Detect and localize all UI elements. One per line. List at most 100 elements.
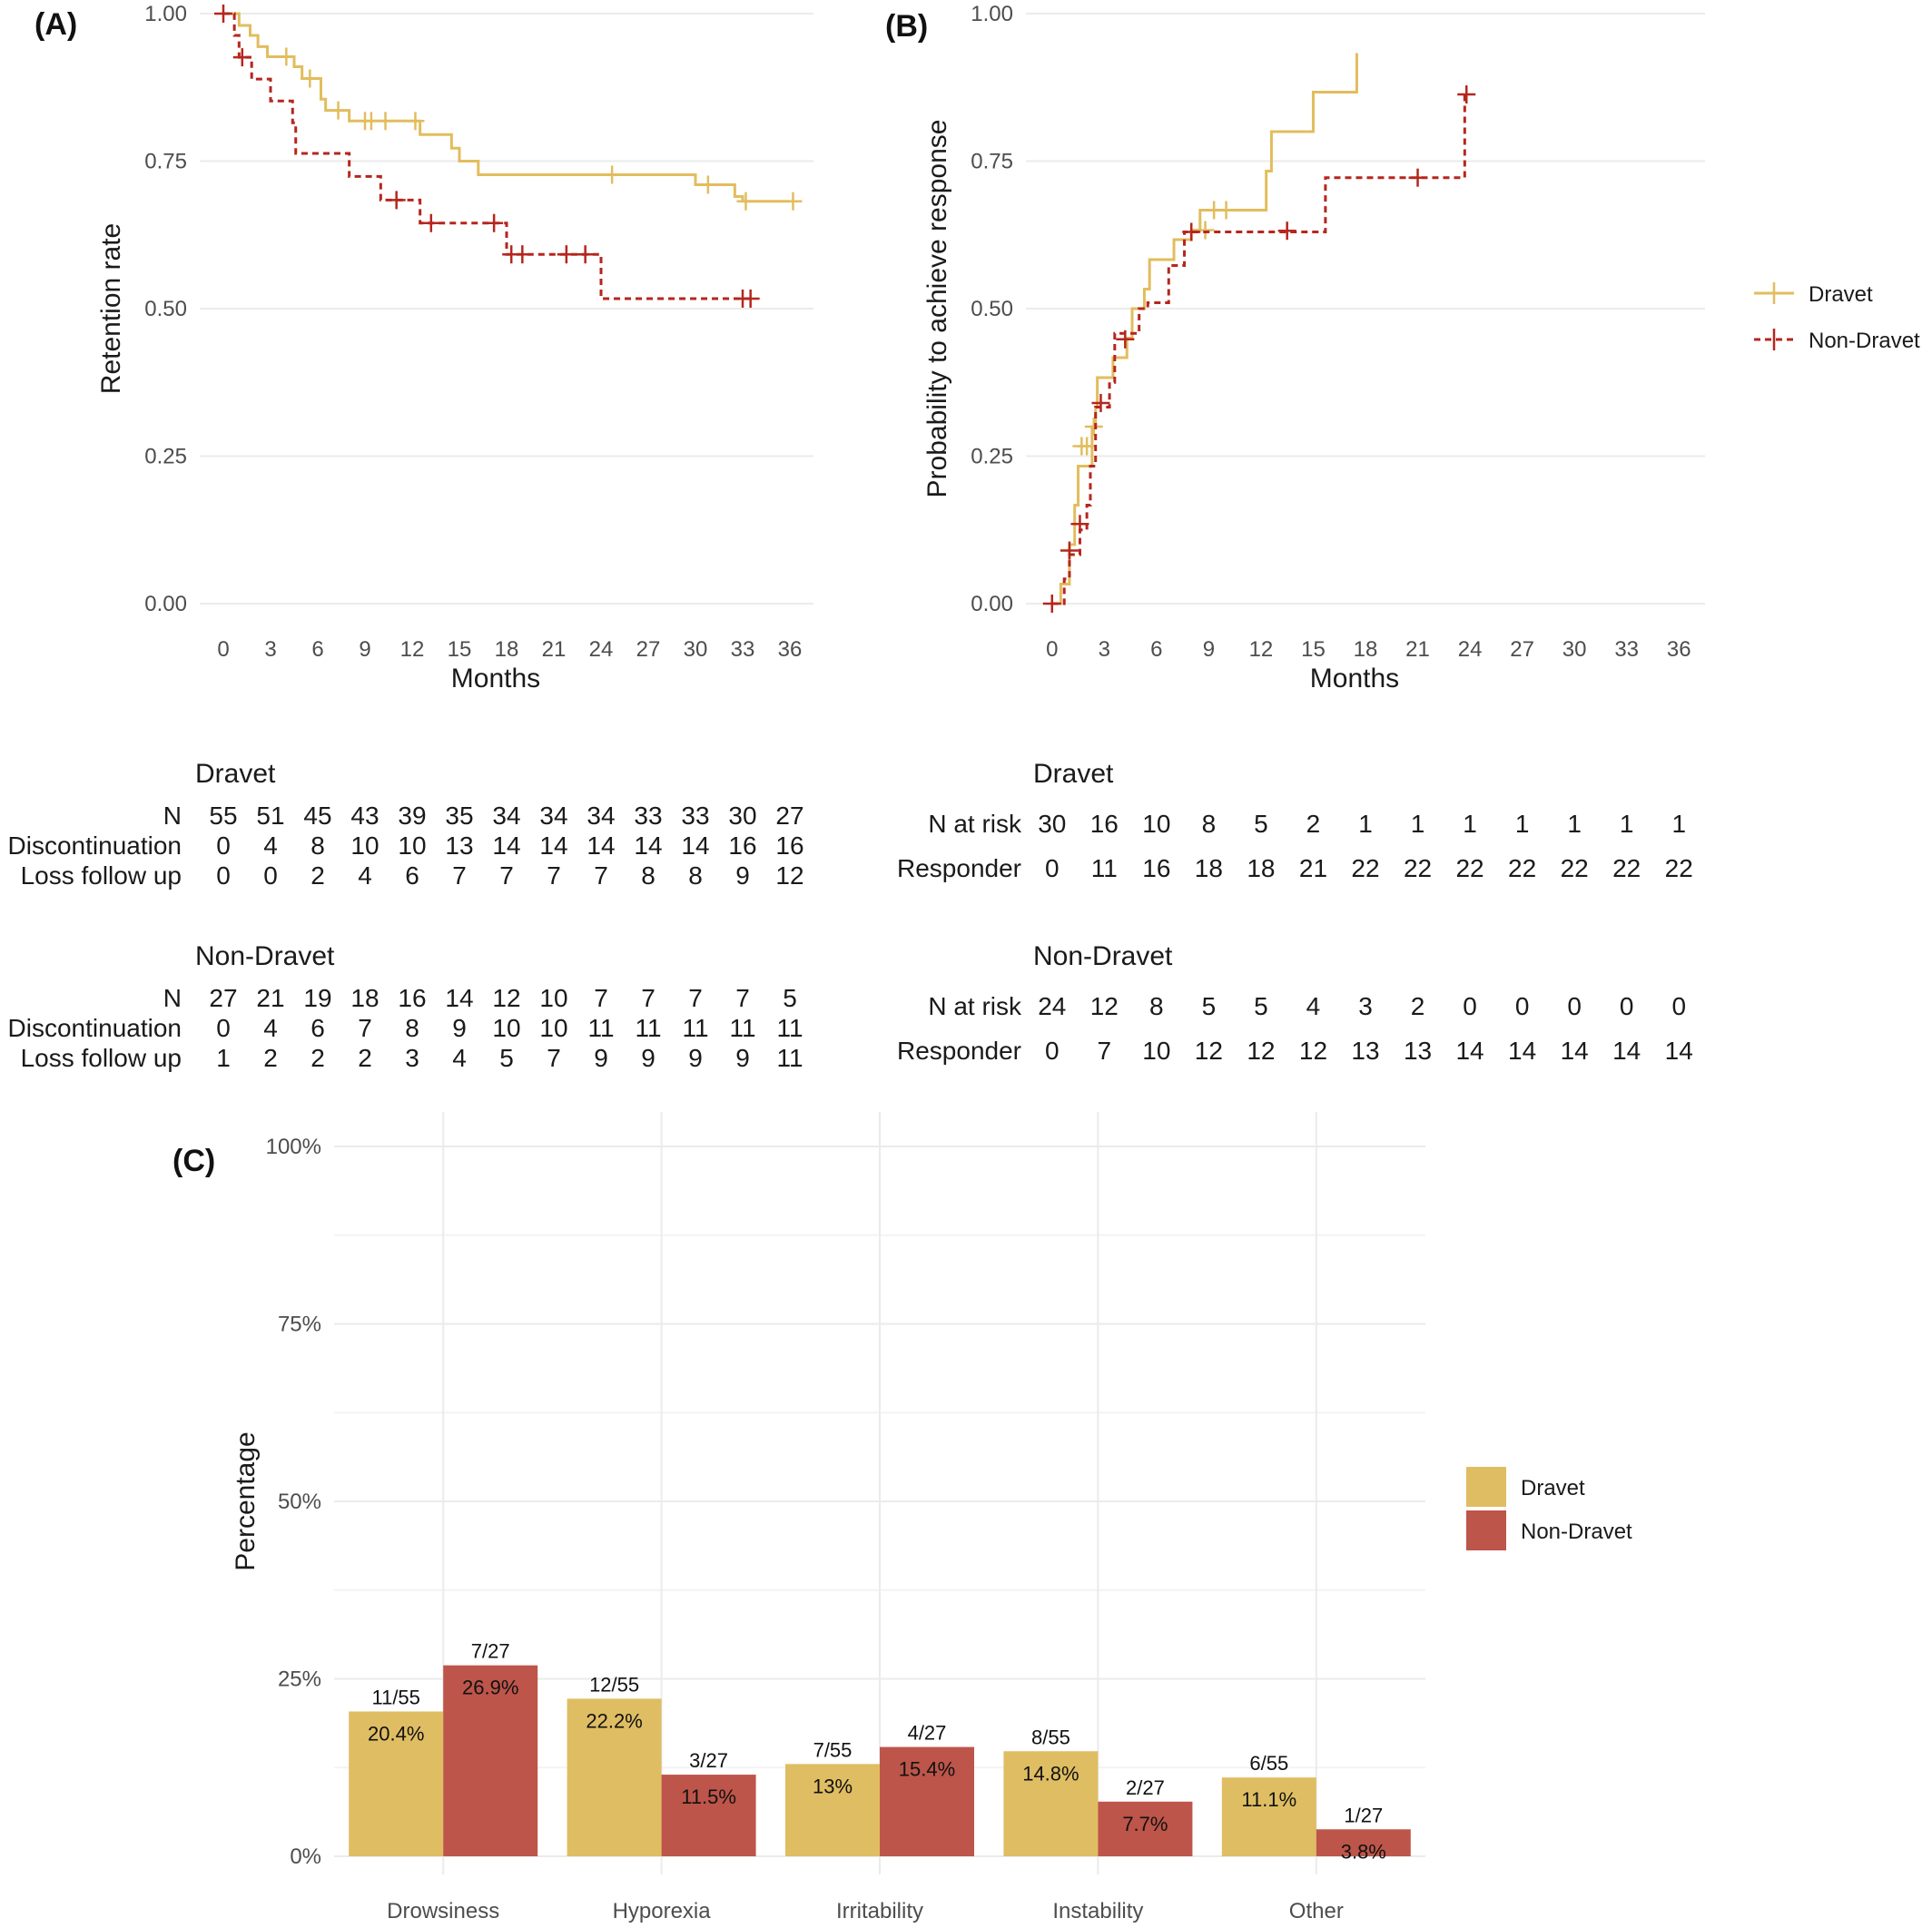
panel-b-censor-mark-non-dravet xyxy=(1182,222,1201,241)
panel-a-y-axis-title: Retention rate xyxy=(96,223,126,394)
table-a-cell: 8 xyxy=(641,861,656,890)
panel-b-series-dravet xyxy=(1051,53,1358,605)
panel-c-y-axis-title: Percentage xyxy=(231,1431,261,1570)
table-a-cell: 9 xyxy=(688,1044,703,1072)
table-a-cell: 9 xyxy=(452,1014,467,1042)
table-a-cell: 11 xyxy=(635,1014,661,1042)
panel-b-x-tick-label: 6 xyxy=(1150,637,1162,662)
table-a-cell: 6 xyxy=(405,861,419,890)
bar-count-label: 1/27 xyxy=(1344,1804,1383,1826)
table-a-cell: 33 xyxy=(634,802,662,830)
table-a-cell: 9 xyxy=(735,1044,750,1072)
table-a-cell: 11 xyxy=(587,1014,614,1042)
table-a-cell: 27 xyxy=(775,802,803,830)
panel-b-censor-mark-non-dravet xyxy=(1070,515,1089,534)
panel-b-x-tick-label: 15 xyxy=(1301,637,1326,662)
table-b-cell: 11 xyxy=(1091,854,1118,882)
table-a-cell: 14 xyxy=(539,831,567,860)
table-b-cell: 5 xyxy=(1254,992,1268,1020)
legend-item-non-dravet: Non-Dravet xyxy=(1754,329,1920,353)
table-b-cell: 0 xyxy=(1567,992,1582,1020)
table-a-cell: 27 xyxy=(209,984,237,1012)
panel-a-censor-mark-dravet xyxy=(376,112,395,131)
table-a-cell: 0 xyxy=(263,861,278,890)
table-a-cell: 33 xyxy=(681,802,709,830)
table-b-cell: 14 xyxy=(1612,1037,1641,1065)
table-a-cell: 2 xyxy=(358,1044,372,1072)
table-a-cell: 10 xyxy=(539,1014,567,1042)
panel-a-censor-mark-non-dravet xyxy=(214,5,232,23)
bar-non-dravet xyxy=(880,1746,974,1856)
panel-a-series-dravet xyxy=(223,12,790,203)
bar-percent-label: 3.8% xyxy=(1341,1840,1386,1863)
bar-percent-label: 11.1% xyxy=(1241,1788,1296,1811)
bar-dravet xyxy=(567,1698,662,1856)
table-a-cell: 19 xyxy=(303,984,331,1012)
table-b-cell: 30 xyxy=(1038,810,1066,838)
table-b-cell: 0 xyxy=(1045,1037,1060,1065)
panel-a-x-tick-label: 27 xyxy=(636,637,661,662)
table-a-cell: 0 xyxy=(216,831,231,860)
panel-b-x-tick-label: 24 xyxy=(1458,637,1483,662)
table-a-cell: 7 xyxy=(452,861,467,890)
panel-b-x-tick-label: 3 xyxy=(1099,637,1110,662)
table-a-cell: 0 xyxy=(216,1014,231,1042)
panel-b-y-tick-label: 0.25 xyxy=(971,445,1013,469)
panel-c-y-tick-label: 100% xyxy=(266,1135,321,1159)
table-b-cell: 14 xyxy=(1561,1037,1589,1065)
table-b-cell: 22 xyxy=(1455,854,1484,882)
table-b-cell: 22 xyxy=(1665,854,1693,882)
bar-dravet xyxy=(1003,1751,1099,1856)
panel-a-y-tick-label: 1.00 xyxy=(144,2,187,26)
panel-a-y-tick-label: 0.00 xyxy=(144,592,187,616)
bar-percent-label: 20.4% xyxy=(368,1722,424,1745)
panel-a-censor-mark-non-dravet xyxy=(387,191,406,210)
panel-c-category-label: Instability xyxy=(1052,1899,1143,1923)
panel-a-y-tick-label: 0.75 xyxy=(144,150,187,174)
table-a-cell: 35 xyxy=(445,802,473,830)
panel-c-label: (C) xyxy=(172,1144,215,1178)
table-b-cell: 8 xyxy=(1202,810,1217,838)
legend-swatch xyxy=(1466,1510,1506,1550)
panel-b-y-tick-label: 0.50 xyxy=(971,297,1013,321)
table-a-cell: 39 xyxy=(398,802,426,830)
bar-count-label: 6/55 xyxy=(1249,1752,1288,1775)
table-b-cell: 1 xyxy=(1671,810,1686,838)
bar-percent-label: 11.5% xyxy=(681,1785,736,1808)
table-b-cell: 10 xyxy=(1142,1037,1170,1065)
table-b-cell: 0 xyxy=(1620,992,1634,1020)
bar-non-dravet xyxy=(1098,1801,1193,1856)
panel-a-censor-mark-non-dravet xyxy=(421,213,440,232)
legend-swatch xyxy=(1466,1467,1506,1507)
panel-a-censor-mark-dravet xyxy=(736,192,755,211)
bar-count-label: 7/27 xyxy=(471,1640,510,1663)
table-a-cell: 1 xyxy=(216,1044,231,1072)
panel-b-x-tick-label: 33 xyxy=(1614,637,1639,662)
panel-b-x-tick-label: 21 xyxy=(1405,637,1430,662)
table-b-cell: 22 xyxy=(1404,854,1432,882)
bar-count-label: 3/27 xyxy=(689,1749,728,1772)
table-b-cell: 1 xyxy=(1411,810,1425,838)
table-a-cell: 16 xyxy=(398,984,426,1012)
table-a-cell: 2 xyxy=(310,861,325,890)
table-a-cell: 45 xyxy=(303,802,331,830)
panel-a-km-plot: 0.000.250.500.751.000 3 6 9 12 15 18 21 24 27 30 33… xyxy=(96,2,813,693)
panel-b-y-tick-label: 1.00 xyxy=(971,2,1013,26)
panel-a-censor-mark-non-dravet xyxy=(513,245,532,264)
table-b-cell: 22 xyxy=(1508,854,1536,882)
panel-b-censor-mark-non-dravet xyxy=(1042,595,1061,613)
table-a-cell: 7 xyxy=(594,861,608,890)
table-a-cell: 14 xyxy=(586,831,615,860)
bar-dravet xyxy=(1221,1777,1316,1856)
legend-label: Non-Dravet xyxy=(1809,329,1920,353)
panel-b-x-tick-label: 18 xyxy=(1354,637,1378,662)
panel-b-x-tick-label: 9 xyxy=(1203,637,1215,662)
table-b-cell: 24 xyxy=(1038,992,1066,1020)
table-a-row-label: Loss follow up xyxy=(21,861,182,890)
panel-a-censor-mark-dravet xyxy=(406,112,425,131)
table-a-cell: 43 xyxy=(350,802,379,830)
panel-a-label: (A) xyxy=(34,7,77,42)
table-a-cell: 7 xyxy=(735,984,750,1012)
table-b-cell: 18 xyxy=(1195,854,1223,882)
